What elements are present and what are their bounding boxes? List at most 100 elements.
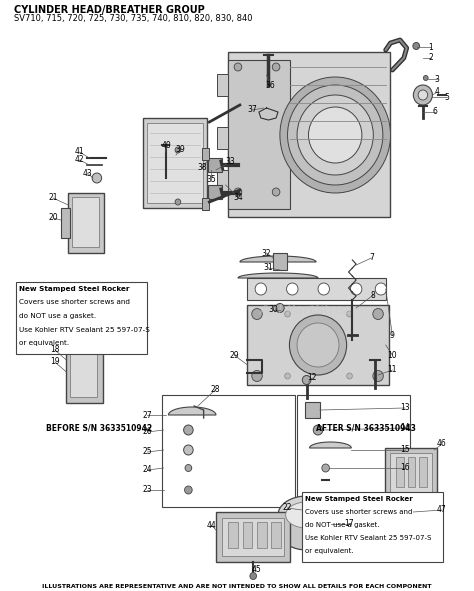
Circle shape <box>175 199 181 205</box>
Bar <box>419 457 427 487</box>
Text: 29: 29 <box>229 350 239 359</box>
Text: 44: 44 <box>206 521 216 530</box>
Circle shape <box>175 147 181 153</box>
FancyBboxPatch shape <box>228 52 391 217</box>
Circle shape <box>297 95 374 175</box>
Polygon shape <box>310 442 351 448</box>
Circle shape <box>302 375 311 385</box>
Text: 40: 40 <box>162 141 171 150</box>
Text: 24: 24 <box>143 466 152 475</box>
Bar <box>16 282 147 354</box>
Text: 1: 1 <box>428 43 433 51</box>
Circle shape <box>297 323 339 367</box>
Polygon shape <box>238 273 318 278</box>
Circle shape <box>423 76 428 80</box>
Bar <box>216 512 291 562</box>
Bar <box>396 457 404 487</box>
Text: 45: 45 <box>251 566 261 574</box>
Text: 43: 43 <box>82 168 92 177</box>
Text: 2: 2 <box>428 54 433 63</box>
Bar <box>273 253 287 270</box>
Text: 4: 4 <box>435 87 439 96</box>
Text: 39: 39 <box>175 145 185 154</box>
Circle shape <box>375 283 387 295</box>
Circle shape <box>92 173 101 183</box>
Circle shape <box>234 188 242 196</box>
Text: BEFORE S/N 3633510942: BEFORE S/N 3633510942 <box>46 424 152 433</box>
Bar <box>243 522 252 548</box>
Text: 13: 13 <box>400 404 410 413</box>
Text: Covers use shorter screws and: Covers use shorter screws and <box>305 509 412 515</box>
Text: 34: 34 <box>233 193 243 202</box>
Text: 15: 15 <box>400 446 410 454</box>
Circle shape <box>280 77 391 193</box>
Circle shape <box>322 464 329 472</box>
Circle shape <box>255 283 266 295</box>
Text: 38: 38 <box>197 164 207 173</box>
Text: 26: 26 <box>143 427 152 437</box>
Text: New Stamped Steel Rocker: New Stamped Steel Rocker <box>305 496 412 502</box>
Text: 31: 31 <box>264 264 273 272</box>
Circle shape <box>290 315 346 375</box>
Text: AFTER S/N 3633510943: AFTER S/N 3633510943 <box>316 424 416 433</box>
Circle shape <box>183 445 193 455</box>
Text: 21: 21 <box>48 193 58 203</box>
Bar <box>217 170 228 192</box>
Text: 42: 42 <box>75 155 84 164</box>
Bar <box>202 148 210 160</box>
Text: Use Kohler RTV Sealant 25 597-07-S: Use Kohler RTV Sealant 25 597-07-S <box>18 326 150 333</box>
Circle shape <box>418 90 428 100</box>
Bar <box>217 74 228 96</box>
Text: 19: 19 <box>50 358 60 366</box>
Circle shape <box>184 486 192 494</box>
Bar <box>247 278 386 300</box>
Text: do NOT use a gasket.: do NOT use a gasket. <box>18 313 96 319</box>
Circle shape <box>285 373 291 379</box>
Circle shape <box>252 371 262 382</box>
Circle shape <box>275 304 284 313</box>
Bar <box>408 457 415 487</box>
Bar <box>228 60 291 209</box>
Circle shape <box>346 373 352 379</box>
Text: 18: 18 <box>50 346 60 355</box>
Circle shape <box>373 371 383 382</box>
Ellipse shape <box>278 496 335 534</box>
Text: 36: 36 <box>265 82 275 90</box>
Text: 35: 35 <box>206 176 216 184</box>
Circle shape <box>250 573 256 580</box>
Text: 33: 33 <box>226 157 235 167</box>
Bar <box>72 197 99 247</box>
Text: Covers use shorter screws and: Covers use shorter screws and <box>18 300 130 306</box>
Text: 9: 9 <box>390 330 395 339</box>
Text: 10: 10 <box>388 350 397 359</box>
Circle shape <box>318 283 329 295</box>
Text: 41: 41 <box>75 148 84 157</box>
Bar <box>202 198 210 210</box>
Bar <box>257 522 266 548</box>
Text: SV710, 715, 720, 725, 730, 735, 740, 810, 820, 830, 840: SV710, 715, 720, 725, 730, 735, 740, 810… <box>14 14 253 23</box>
Bar <box>162 395 295 507</box>
Circle shape <box>272 188 280 196</box>
Text: do NOT use a gasket.: do NOT use a gasket. <box>305 522 379 528</box>
Polygon shape <box>240 256 316 262</box>
Circle shape <box>285 311 291 317</box>
Circle shape <box>309 107 362 163</box>
Text: 20: 20 <box>48 213 58 222</box>
Text: 7: 7 <box>369 254 374 262</box>
Polygon shape <box>168 407 216 415</box>
Text: ILLUSTRATIONS ARE REPRESENTATIVE AND ARE NOT INTENDED TO SHOW ALL DETAILS FOR EA: ILLUSTRATIONS ARE REPRESENTATIVE AND ARE… <box>42 584 432 589</box>
Text: 27: 27 <box>143 411 152 420</box>
Bar <box>68 193 104 253</box>
Text: 30: 30 <box>268 306 278 314</box>
Bar <box>271 522 281 548</box>
Circle shape <box>272 63 280 71</box>
Circle shape <box>413 85 432 105</box>
Text: 8: 8 <box>371 291 376 300</box>
Bar <box>143 118 208 208</box>
Circle shape <box>413 43 419 50</box>
Circle shape <box>350 283 362 295</box>
Circle shape <box>346 311 352 317</box>
Ellipse shape <box>286 502 328 528</box>
Text: or equivalent.: or equivalent. <box>18 340 69 346</box>
Bar <box>302 492 443 562</box>
